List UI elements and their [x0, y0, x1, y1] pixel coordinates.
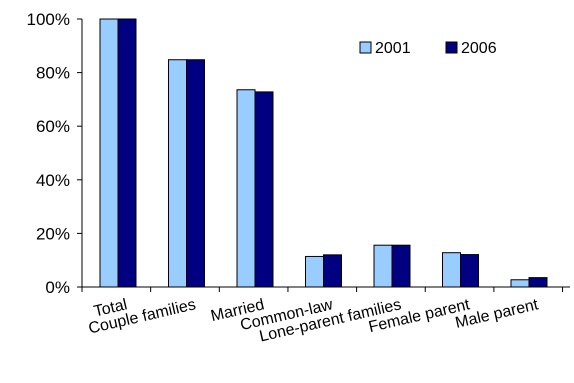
legend-label-2001: 2001: [375, 40, 411, 57]
bar-2006-lone-parent-families: [391, 244, 411, 288]
bar-2001-male-parent: [510, 279, 530, 288]
legend-swatch-2001: [359, 41, 372, 54]
y-tick-label: 40%: [36, 171, 70, 190]
y-tick-label: 100%: [27, 10, 70, 29]
legend-label-2006: 2006: [461, 40, 497, 57]
bar-2006-female-parent: [460, 254, 479, 288]
bar-2001-couple-families: [168, 59, 187, 288]
bar-2001-lone-parent-families: [373, 244, 393, 288]
y-tick-label: 60%: [36, 117, 70, 136]
legend-swatch-2006: [445, 41, 458, 54]
bar-2006-male-parent: [528, 277, 548, 288]
y-tick-label: 0%: [45, 278, 70, 297]
y-tick-label: 20%: [36, 224, 70, 243]
bar-2006-married: [254, 91, 274, 288]
bar-2001-married: [236, 89, 256, 288]
bar-2006-couple-families: [186, 59, 205, 288]
bar-2006-common-law: [323, 254, 342, 288]
bar-2001-common-law: [305, 255, 324, 288]
y-tick-label: 80%: [36, 64, 70, 83]
bar-2001-total: [99, 18, 119, 288]
bar-2006-total: [117, 18, 137, 288]
bar-2001-female-parent: [442, 252, 461, 288]
